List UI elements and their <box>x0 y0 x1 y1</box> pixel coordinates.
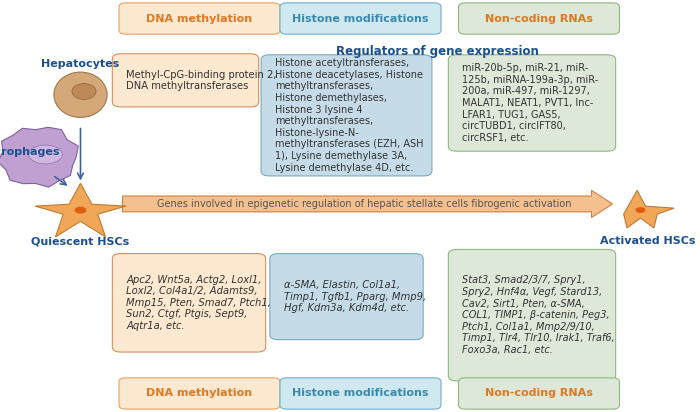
FancyBboxPatch shape <box>448 55 616 151</box>
FancyBboxPatch shape <box>458 3 620 34</box>
Polygon shape <box>624 190 674 228</box>
FancyBboxPatch shape <box>280 378 441 409</box>
FancyBboxPatch shape <box>270 253 423 339</box>
Text: Genes involved in epigenetic regulation of hepatic stellate cells fibrogenic act: Genes involved in epigenetic regulation … <box>157 199 571 209</box>
FancyBboxPatch shape <box>448 249 616 381</box>
Text: Macrophages: Macrophages <box>0 147 60 157</box>
FancyBboxPatch shape <box>280 3 441 34</box>
Polygon shape <box>35 183 126 237</box>
Polygon shape <box>0 127 78 187</box>
Circle shape <box>636 207 645 213</box>
Text: Stat3, Smad2/3/7, Spry1,
Spry2, Hnf4α, Vegf, Stard13,
Cav2, Sirt1, Pten, α-SMA,
: Stat3, Smad2/3/7, Spry1, Spry2, Hnf4α, V… <box>462 275 615 355</box>
FancyBboxPatch shape <box>112 253 265 352</box>
Ellipse shape <box>54 72 107 117</box>
Text: Non-coding RNAs: Non-coding RNAs <box>485 389 593 398</box>
Text: Histone acetyltransferases,
Histone deacetylases, Histone
methyltransferases,
Hi: Histone acetyltransferases, Histone deac… <box>275 58 424 173</box>
Text: Methyl-CpG-binding protein 2,
DNA methyltransferases: Methyl-CpG-binding protein 2, DNA methyl… <box>127 70 277 91</box>
Text: Regulators of gene expression: Regulators of gene expression <box>336 45 539 58</box>
FancyBboxPatch shape <box>458 378 620 409</box>
Text: DNA methylation: DNA methylation <box>146 389 253 398</box>
Text: Non-coding RNAs: Non-coding RNAs <box>485 14 593 23</box>
Text: DNA methylation: DNA methylation <box>146 14 253 23</box>
FancyBboxPatch shape <box>112 54 258 107</box>
Ellipse shape <box>29 145 62 164</box>
FancyBboxPatch shape <box>119 378 280 409</box>
Text: α-SMA, Elastin, Col1a1,
Timp1, Tgfb1, Pparg, Mmp9,
Hgf, Kdm3a, Kdm4d, etc.: α-SMA, Elastin, Col1a1, Timp1, Tgfb1, Pp… <box>284 280 426 313</box>
Text: Hepatocytes: Hepatocytes <box>41 59 120 69</box>
Ellipse shape <box>72 84 96 99</box>
Polygon shape <box>122 190 612 218</box>
Text: Histone modifications: Histone modifications <box>293 389 428 398</box>
FancyBboxPatch shape <box>261 55 432 176</box>
Circle shape <box>75 207 86 213</box>
Text: Apc2, Wnt5a, Actg2, Loxl1,
Loxl2, Col4a1/2, Adamts9,
Mmp15, Pten, Smad7, Ptch1,
: Apc2, Wnt5a, Actg2, Loxl1, Loxl2, Col4a1… <box>127 275 271 331</box>
Text: Quiescent HSCs: Quiescent HSCs <box>32 236 130 246</box>
Text: Histone modifications: Histone modifications <box>293 14 428 23</box>
Text: miR-20b-5p, miR-21, miR-
125b, miRNA-199a-3p, miR-
200a, miR-497, miR-1297,
MALA: miR-20b-5p, miR-21, miR- 125b, miRNA-199… <box>462 63 598 143</box>
Text: Activated HSCs: Activated HSCs <box>600 236 695 246</box>
FancyBboxPatch shape <box>119 3 280 34</box>
